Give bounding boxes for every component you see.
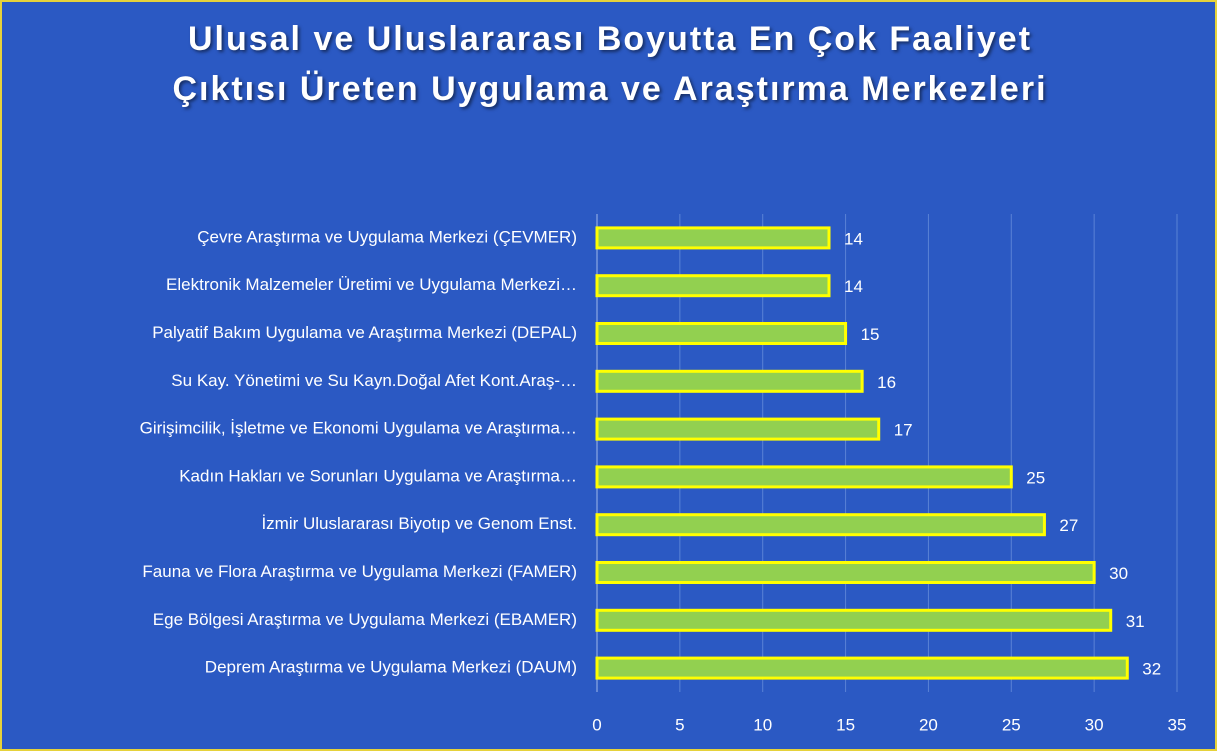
data-label: 15 [861,325,880,344]
bar [595,513,1046,537]
data-label: 30 [1109,564,1128,583]
y-tick-label: Girişimcilik, İşletme ve Ekonomi Uygulam… [140,419,577,438]
x-tick-label: 10 [753,715,772,734]
bar [595,656,1129,680]
x-tick-label: 25 [1002,715,1021,734]
x-tick-label: 15 [836,715,855,734]
data-label: 14 [844,277,863,296]
bar [595,226,831,250]
y-tick-label: Çevre Araştırma ve Uygulama Merkezi (ÇEV… [197,227,577,246]
y-tick-label: İzmir Uluslararası Biyotıp ve Genom Enst… [261,514,577,533]
y-tick-label: Elektronik Malzemeler Üretimi ve Uygulam… [166,275,577,294]
bar [595,322,848,345]
data-label: 25 [1026,468,1045,487]
bar [595,274,831,298]
x-tick-label: 35 [1168,715,1187,734]
bar [595,369,864,393]
data-label: 32 [1142,660,1161,679]
data-label: 16 [877,373,896,392]
data-label: 17 [894,421,913,440]
data-label: 31 [1126,612,1145,631]
y-tick-label: Fauna ve Flora Araştırma ve Uygulama Mer… [142,562,577,581]
data-label: 14 [844,229,863,248]
x-tick-label: 5 [675,715,684,734]
bar [595,417,881,441]
x-tick-label: 0 [592,715,601,734]
x-tick-label: 30 [1085,715,1104,734]
y-tick-label: Kadın Hakları ve Sorunları Uygulama ve A… [179,466,577,485]
chart-title: Ulusal ve Uluslararası Boyutta En Çok Fa… [172,20,1048,108]
y-tick-label: Palyatif Bakım Uygulama ve Araştırma Mer… [152,323,577,342]
bar [595,465,1013,489]
data-label: 27 [1059,516,1078,535]
y-tick-label: Ege Bölgesi Araştırma ve Uygulama Merkez… [153,610,577,629]
bar [595,608,1113,632]
y-tick-label: Su Kay. Yönetimi ve Su Kayn.Doğal Afet K… [171,371,577,390]
bar [595,561,1096,584]
y-tick-label: Deprem Araştırma ve Uygulama Merkezi (DA… [205,658,577,677]
x-tick-label: 20 [919,715,938,734]
